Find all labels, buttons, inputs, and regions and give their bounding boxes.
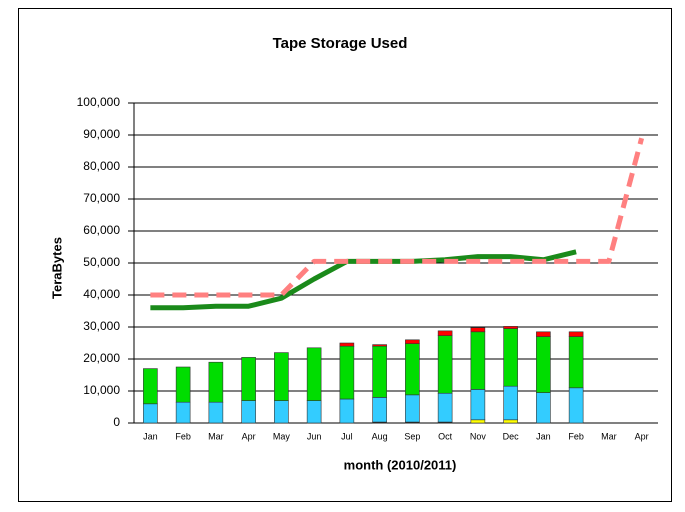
y-tick-label: 30,000 <box>83 319 120 333</box>
x-tick-label: May <box>273 431 291 441</box>
bar-segment <box>405 343 420 396</box>
y-tick-label: 90,000 <box>83 127 120 141</box>
bar-segment <box>143 403 158 424</box>
bar-segment <box>405 394 420 423</box>
dashed-line <box>150 137 645 298</box>
x-tick-label: Jan <box>143 431 158 441</box>
x-tick-label: Sep <box>404 431 420 441</box>
chart-title: Tape Storage Used <box>273 35 408 52</box>
bar-segment <box>143 368 158 405</box>
bar-segment <box>568 336 584 389</box>
y-tick-label: 100,000 <box>77 95 121 109</box>
bar-segment <box>339 345 355 400</box>
y-tick-label: 60,000 <box>83 223 120 237</box>
bar-segment <box>372 345 387 398</box>
x-tick-label: Oct <box>438 431 453 441</box>
bar-segment <box>470 331 486 390</box>
x-axis-label: month (2010/2011) <box>344 457 457 472</box>
y-tick-label: 70,000 <box>83 191 120 205</box>
bar-segment <box>470 327 486 333</box>
x-tick-label: Feb <box>568 431 584 441</box>
x-tick-label: Jul <box>341 431 353 441</box>
bar-segment <box>175 401 191 424</box>
x-tick-label: Apr <box>242 431 256 441</box>
bar-segment <box>208 401 224 424</box>
x-tick-label: Apr <box>635 431 649 441</box>
bar-segment <box>306 347 322 401</box>
bar-segment <box>568 387 584 424</box>
bar-segment <box>568 331 584 337</box>
bar-segment <box>470 419 486 424</box>
y-axis-label: TeraBytes <box>49 237 64 299</box>
x-tick-label: Jun <box>307 431 322 441</box>
bar-segment <box>536 331 551 337</box>
bar-segment <box>437 335 453 394</box>
bar-segment <box>503 328 518 387</box>
x-tick-label: Dec <box>503 431 520 441</box>
bar-segment <box>503 385 518 421</box>
bar-segment <box>503 326 518 329</box>
bar-segment <box>437 392 453 423</box>
x-tick-label: Aug <box>372 431 388 441</box>
bar-segment <box>405 339 420 344</box>
bar-segment <box>372 397 387 423</box>
bar-segment <box>274 400 289 424</box>
bar-segment <box>503 419 518 424</box>
bar-segment <box>470 389 486 421</box>
bar-segment <box>372 344 387 347</box>
bar-segment <box>274 352 289 401</box>
bar-segment <box>175 366 191 403</box>
bar-segment <box>339 342 355 347</box>
x-tick-label: Mar <box>208 431 224 441</box>
bar-segment <box>241 400 256 424</box>
bar-segment <box>536 336 551 393</box>
y-tick-label: 0 <box>113 415 120 429</box>
x-tick-label: Feb <box>175 431 191 441</box>
bar-segment <box>306 400 322 424</box>
x-tick-label: Mar <box>601 431 617 441</box>
bar-segment <box>437 330 453 336</box>
bar-segment <box>208 361 224 403</box>
bar-segment <box>339 398 355 424</box>
bar-segment <box>241 357 256 401</box>
y-tick-label: 80,000 <box>83 159 120 173</box>
y-tick-label: 20,000 <box>83 351 120 365</box>
y-tick-label: 10,000 <box>83 383 120 397</box>
bar-segment <box>536 392 551 424</box>
y-tick-label: 40,000 <box>83 287 120 301</box>
x-tick-label: Jan <box>536 431 551 441</box>
y-tick-label: 50,000 <box>83 255 120 269</box>
x-tick-label: Nov <box>470 431 487 441</box>
